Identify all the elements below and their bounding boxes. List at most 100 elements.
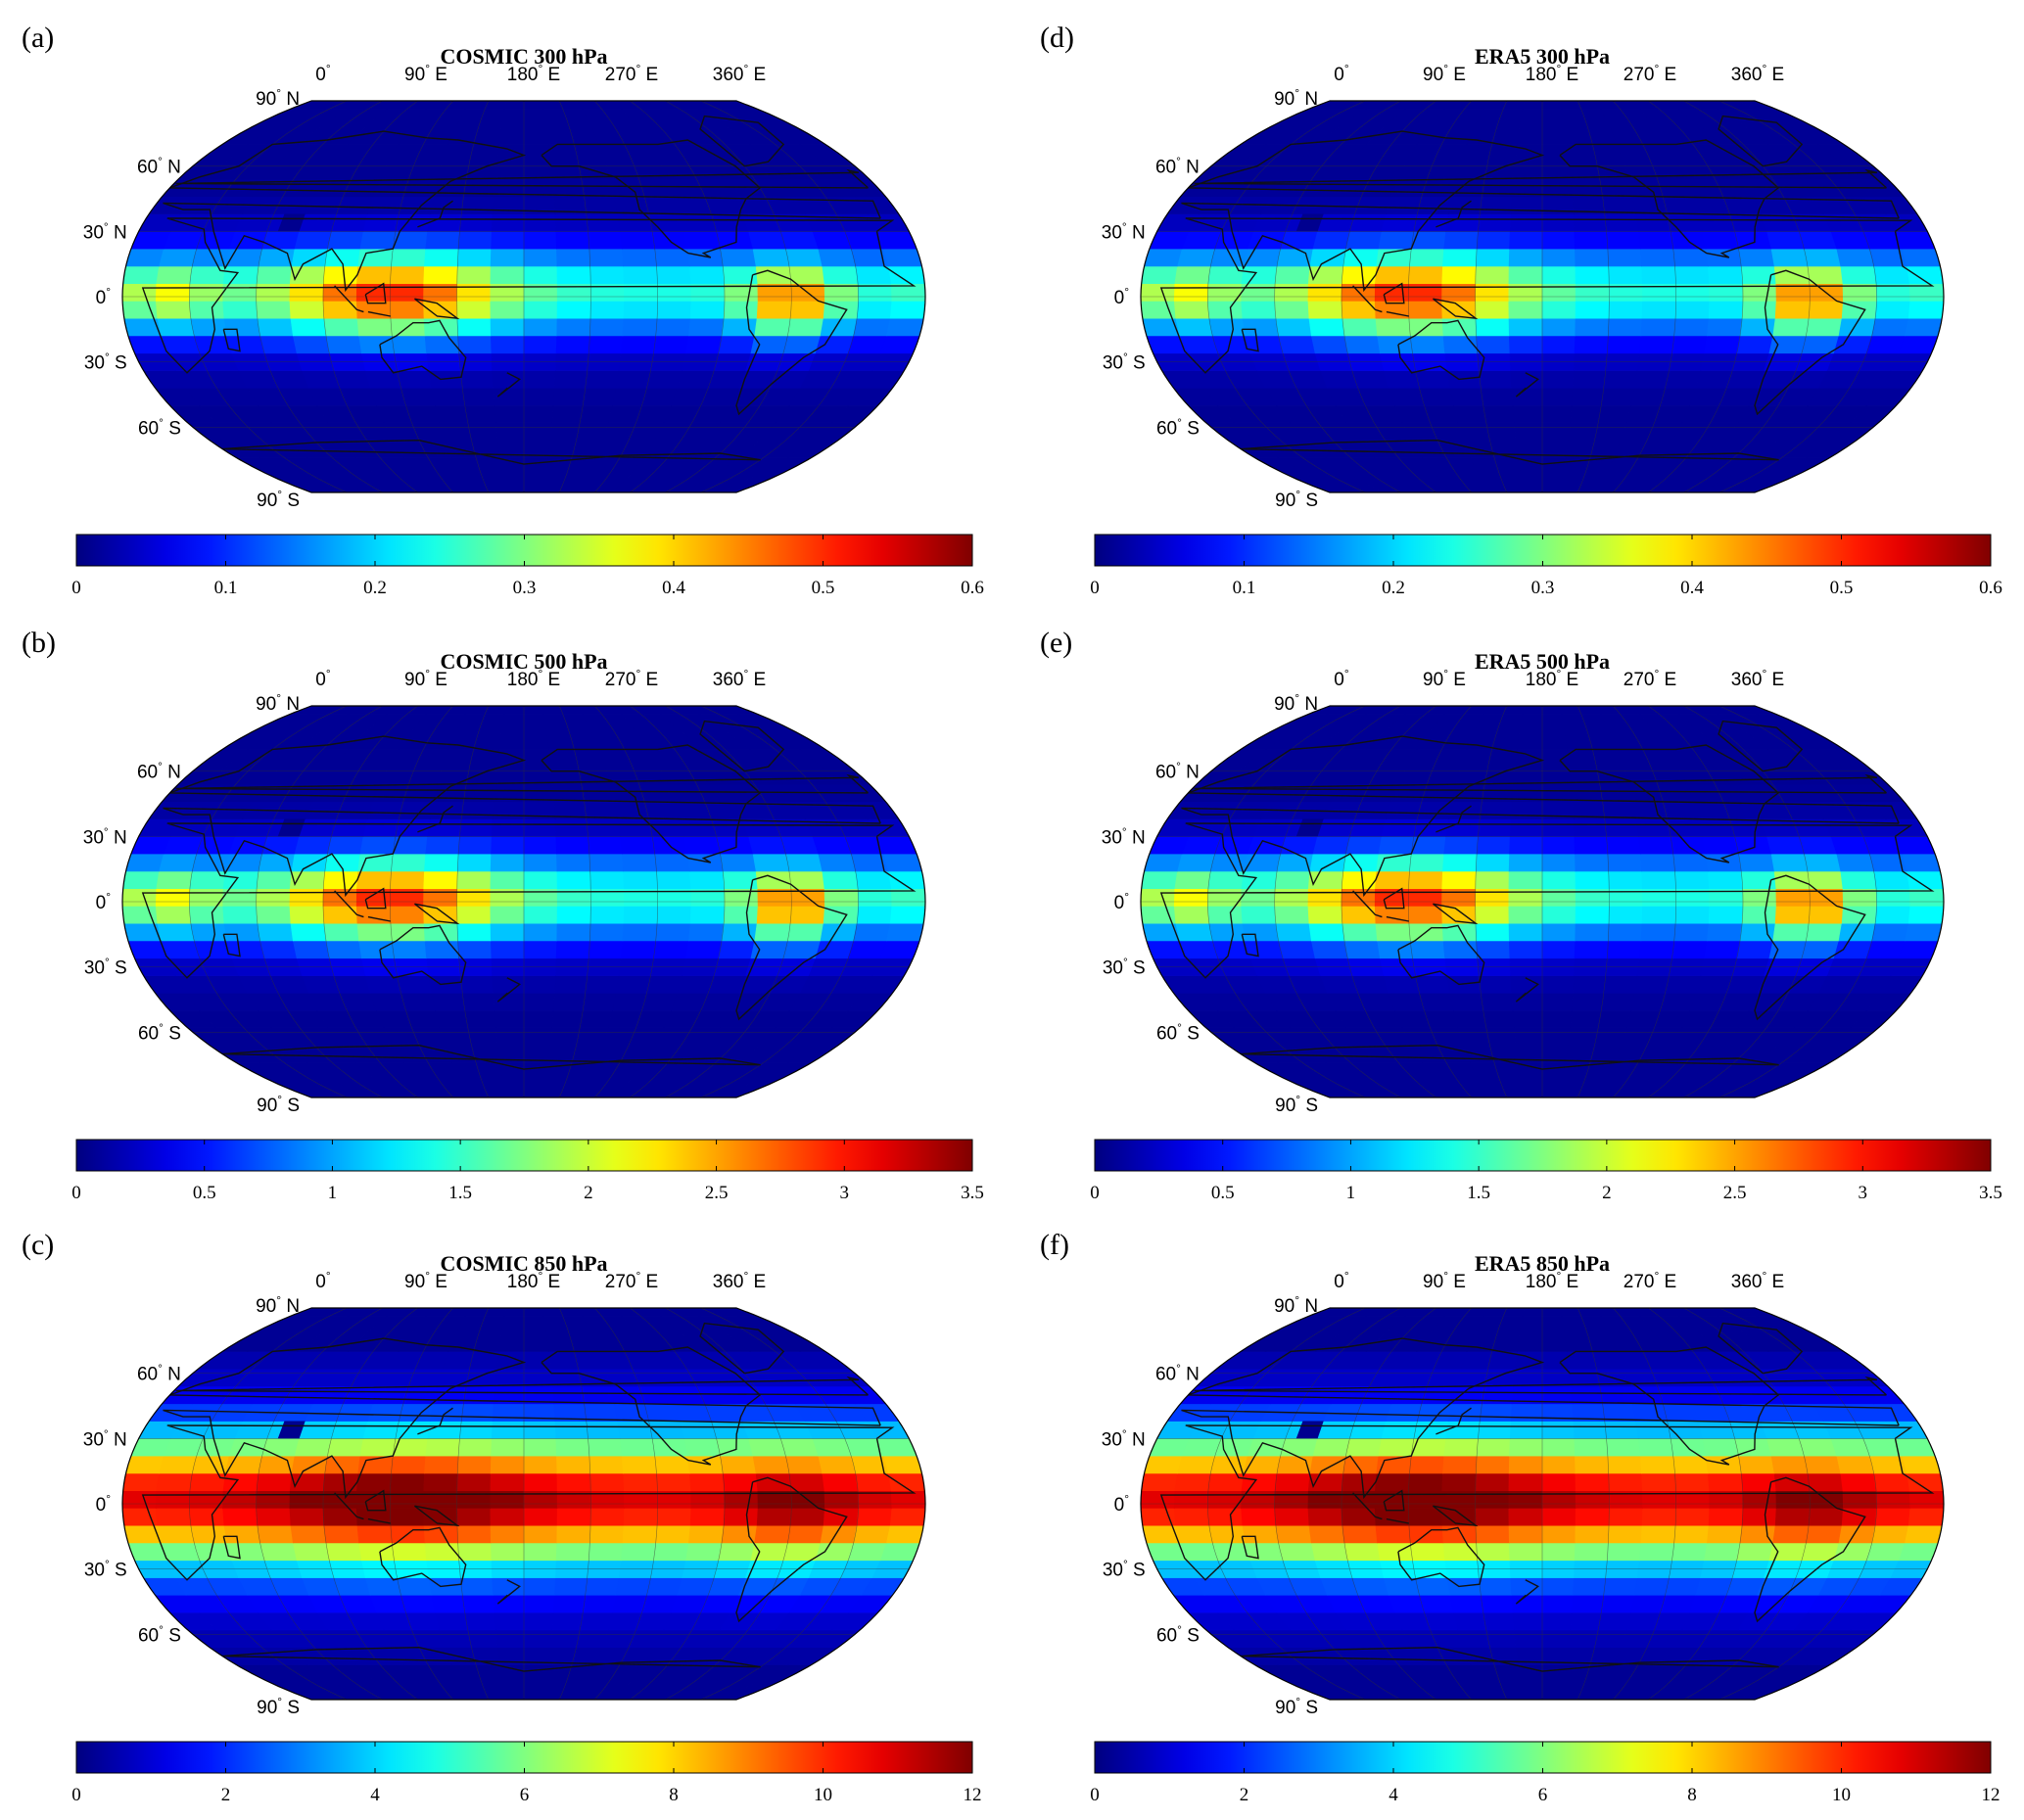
grid-cell (856, 301, 893, 319)
grid-cell (523, 1508, 558, 1526)
coastline (699, 1322, 785, 1375)
lat-label: 90° N (1274, 1293, 1318, 1317)
grid-cell (369, 387, 406, 406)
grid-cell (261, 231, 300, 250)
grid-cell (385, 1308, 432, 1318)
grid-cell (456, 1490, 492, 1509)
grid-cell (1518, 1062, 1543, 1081)
colorbar-tick-label: 4 (370, 1785, 380, 1805)
grid-cell (1508, 1472, 1543, 1491)
grid-cell (459, 370, 494, 389)
lon-label: 360° E (1731, 62, 1784, 85)
grid-cell (584, 196, 619, 214)
grid-cell (1649, 706, 1700, 716)
grid-cell (356, 922, 393, 942)
grid-cell (1641, 265, 1676, 285)
data-grid (122, 706, 925, 1097)
grid-cell (1541, 922, 1577, 942)
grid-cell (356, 870, 392, 890)
grid-cell (1606, 335, 1642, 354)
grid-cell (1774, 906, 1811, 924)
grid-cell (718, 940, 756, 959)
grid-cell (425, 706, 463, 716)
grid-cell (256, 1472, 293, 1491)
grid-cell (425, 1438, 460, 1457)
grid-cell (391, 940, 427, 959)
coastline (1194, 1376, 1887, 1396)
grid-cell (820, 317, 858, 337)
grid-cell (785, 853, 824, 872)
grid-cell (425, 231, 460, 250)
grid-cell (222, 301, 259, 319)
grid-cell (1476, 835, 1511, 855)
grid-cell (1479, 196, 1513, 214)
grid-cell (1541, 1438, 1576, 1457)
grid-cell (1541, 1472, 1577, 1491)
coastline (1515, 977, 1539, 1003)
grid-cell (1702, 231, 1739, 250)
grid-cell (619, 1438, 656, 1457)
grid-cell (1274, 906, 1310, 924)
grid-cell (1602, 1403, 1637, 1422)
grid-cell (1247, 231, 1287, 250)
grid-cell (1541, 1027, 1571, 1046)
colorbar-tick-label: 0.5 (1211, 1183, 1235, 1203)
grid-cell (686, 248, 724, 267)
grid-cell (720, 853, 757, 872)
grid-cell (1177, 853, 1216, 872)
grid-cell (589, 906, 625, 924)
coastline (1397, 1526, 1485, 1588)
colorbar-tick-label: 2 (221, 1785, 231, 1805)
colorbar-tick-label: 2 (1602, 1183, 1612, 1203)
grid-cell (1662, 801, 1699, 819)
grid-cell (222, 265, 259, 285)
grid-cell (1457, 422, 1490, 442)
coastline (1397, 924, 1485, 986)
grid-cell (189, 1508, 225, 1526)
grid-cell (612, 1595, 647, 1613)
grid-cell (1608, 870, 1643, 890)
grid-cell (523, 1062, 548, 1081)
grid-cell (1836, 1455, 1875, 1474)
grid-cell (459, 213, 494, 232)
grid-cell (125, 853, 165, 872)
grid-cell (523, 1524, 558, 1544)
grid-cell (359, 835, 397, 855)
grid-cell (523, 404, 554, 424)
grid-cell (423, 888, 458, 907)
grid-cell (1142, 317, 1180, 337)
grid-cell (1736, 335, 1774, 354)
grid-cell (555, 835, 590, 855)
grid-cell (1541, 248, 1577, 267)
grid-cell (156, 265, 193, 285)
grid-cell (1633, 975, 1670, 994)
coastline (1159, 1424, 1935, 1581)
lat-label: 90° N (256, 86, 300, 110)
grid-cell (589, 265, 625, 285)
grid-cell (1833, 335, 1873, 354)
coastline (367, 310, 391, 317)
grid-cell (1673, 317, 1710, 337)
grid-cell (1640, 922, 1676, 942)
grid-cell (1275, 1524, 1312, 1544)
grid-cell (1541, 1664, 1567, 1683)
grid-cell (1674, 870, 1710, 890)
grid-cell (755, 870, 792, 890)
coastline (1754, 1476, 1866, 1623)
grid-cell (456, 853, 492, 872)
grid-cell (647, 1308, 701, 1318)
grid-cell (756, 301, 792, 319)
grid-cell (554, 370, 588, 389)
coastline (141, 822, 917, 979)
grid-cell (1874, 906, 1911, 924)
grid-cell (1463, 101, 1497, 111)
grid-cell (457, 1542, 493, 1562)
grid-cell (1512, 1611, 1543, 1631)
grid-cell (322, 1508, 358, 1526)
grid-cell (582, 1595, 617, 1613)
coastline (1436, 1407, 1472, 1435)
grid-cell (494, 1009, 525, 1029)
grid-cell (623, 1472, 658, 1491)
grid-cell (456, 1524, 492, 1544)
grid-cell (1772, 1524, 1810, 1544)
